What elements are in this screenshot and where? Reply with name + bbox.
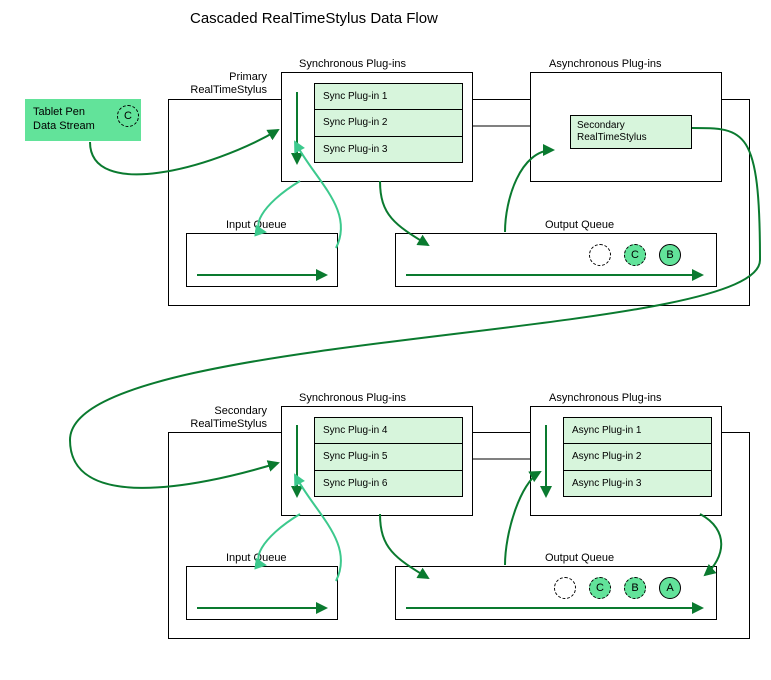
secondary-input-queue-label: Input Queue [226, 552, 287, 565]
primary-sync-title: Synchronous Plug-ins [299, 58, 406, 71]
primary-out-circle-2: B [659, 244, 681, 266]
primary-input-queue-box [186, 233, 338, 287]
secondary-async-2: Async Plug-in 2 [564, 444, 711, 470]
secondary-sync-3: Sync Plug-in 6 [315, 471, 462, 496]
secondary-async-stack: Async Plug-in 1 Async Plug-in 2 Async Pl… [563, 417, 712, 497]
secondary-out-circle-1: C [589, 577, 611, 599]
secondary-input-queue-box [186, 566, 338, 620]
primary-label: Primary RealTimeStylus [175, 71, 267, 97]
primary-output-queue-label: Output Queue [545, 219, 614, 232]
secondary-out-circle-0 [554, 577, 576, 599]
primary-sync-stack: Sync Plug-in 1 Sync Plug-in 2 Sync Plug-… [314, 83, 463, 163]
primary-sync-1: Sync Plug-in 1 [315, 84, 462, 110]
primary-out-circle-0 [589, 244, 611, 266]
primary-async-secondary-box: Secondary RealTimeStylus [570, 115, 692, 149]
secondary-sync-stack: Sync Plug-in 4 Sync Plug-in 5 Sync Plug-… [314, 417, 463, 497]
secondary-out-circle-3: A [659, 577, 681, 599]
secondary-sync-1: Sync Plug-in 4 [315, 418, 462, 444]
secondary-async-3: Async Plug-in 3 [564, 471, 711, 496]
primary-async-title: Asynchronous Plug-ins [549, 58, 662, 71]
primary-sync-2: Sync Plug-in 2 [315, 110, 462, 136]
primary-input-queue-label: Input Queue [226, 219, 287, 232]
diagram-title: Cascaded RealTimeStylus Data Flow [190, 10, 438, 27]
secondary-sync-title: Synchronous Plug-ins [299, 392, 406, 405]
primary-out-circle-1: C [624, 244, 646, 266]
secondary-async-title: Asynchronous Plug-ins [549, 392, 662, 405]
secondary-output-queue-label: Output Queue [545, 552, 614, 565]
secondary-sync-2: Sync Plug-in 5 [315, 444, 462, 470]
secondary-async-1: Async Plug-in 1 [564, 418, 711, 444]
primary-sync-3: Sync Plug-in 3 [315, 137, 462, 162]
secondary-out-circle-2: B [624, 577, 646, 599]
pen-badge-c: C [117, 105, 139, 127]
secondary-label: Secondary RealTimeStylus [175, 405, 267, 431]
